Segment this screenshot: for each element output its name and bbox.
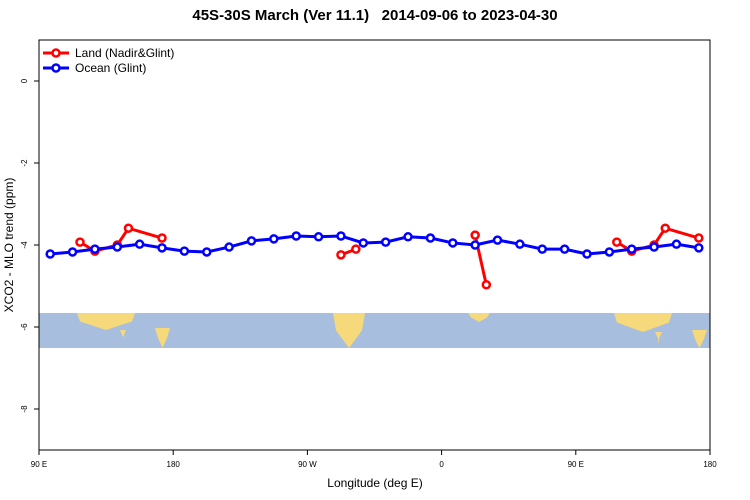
y-tick-label: -8 <box>20 405 29 413</box>
point <box>626 244 637 254</box>
point <box>291 231 301 241</box>
point <box>492 235 503 245</box>
point <box>67 247 78 257</box>
point <box>612 237 622 247</box>
point <box>336 231 346 241</box>
x-tick-label: 180 <box>167 460 181 469</box>
legend-marker <box>51 63 61 73</box>
x-tick-label: 90 E <box>31 460 47 469</box>
point <box>470 230 480 240</box>
y-tick-label: -4 <box>20 241 29 249</box>
point <box>671 239 682 249</box>
y-tick-label: -2 <box>20 159 29 167</box>
chart-title: 45S-30S March (Ver 11.1) 2014-09-06 to 2… <box>192 7 557 24</box>
map-ocean <box>39 313 710 348</box>
point <box>336 250 346 260</box>
point <box>582 249 592 259</box>
point <box>380 237 391 247</box>
point <box>90 244 100 254</box>
point <box>694 243 704 253</box>
point <box>448 238 458 248</box>
point <box>351 244 361 254</box>
point <box>179 246 190 256</box>
x-tick-label: 90 E <box>568 460 584 469</box>
point <box>425 233 436 243</box>
point <box>246 236 257 246</box>
point <box>123 223 134 233</box>
point <box>45 249 55 259</box>
point <box>481 280 492 290</box>
map-land <box>468 313 490 322</box>
point <box>403 232 413 242</box>
series-line <box>50 234 700 256</box>
point <box>224 242 234 252</box>
point <box>515 239 525 249</box>
point <box>694 233 704 243</box>
map-land <box>614 313 672 332</box>
map-land <box>77 313 135 330</box>
point <box>604 247 615 257</box>
point <box>75 237 85 247</box>
x-tick-label: 90 W <box>298 460 317 469</box>
point <box>649 242 659 252</box>
point <box>134 239 145 249</box>
map-land <box>655 332 662 345</box>
x-axis-label: Longitude (deg E) <box>327 476 422 490</box>
y-tick-label: -6 <box>20 323 29 331</box>
legend-label: Ocean (Glint) <box>75 61 146 75</box>
point <box>157 243 167 253</box>
point <box>660 223 671 233</box>
y-axis-label: XCO2 - MLO trend (ppm) <box>2 178 16 313</box>
point <box>157 233 167 243</box>
map-land <box>692 330 707 348</box>
point <box>358 238 369 248</box>
map-land <box>333 313 365 348</box>
point <box>112 242 123 252</box>
legend-label: Land (Nadir&Glint) <box>75 46 174 60</box>
point <box>470 240 480 250</box>
point <box>559 244 570 254</box>
x-tick-label: 180 <box>703 460 717 469</box>
point <box>537 244 547 254</box>
legend-marker <box>51 48 61 58</box>
x-tick-label: 0 <box>439 460 444 469</box>
y-tick-label: 0 <box>20 78 29 83</box>
map-land <box>120 330 126 345</box>
point <box>269 234 279 244</box>
point <box>202 247 212 257</box>
point <box>313 232 324 242</box>
map-land <box>155 328 170 348</box>
